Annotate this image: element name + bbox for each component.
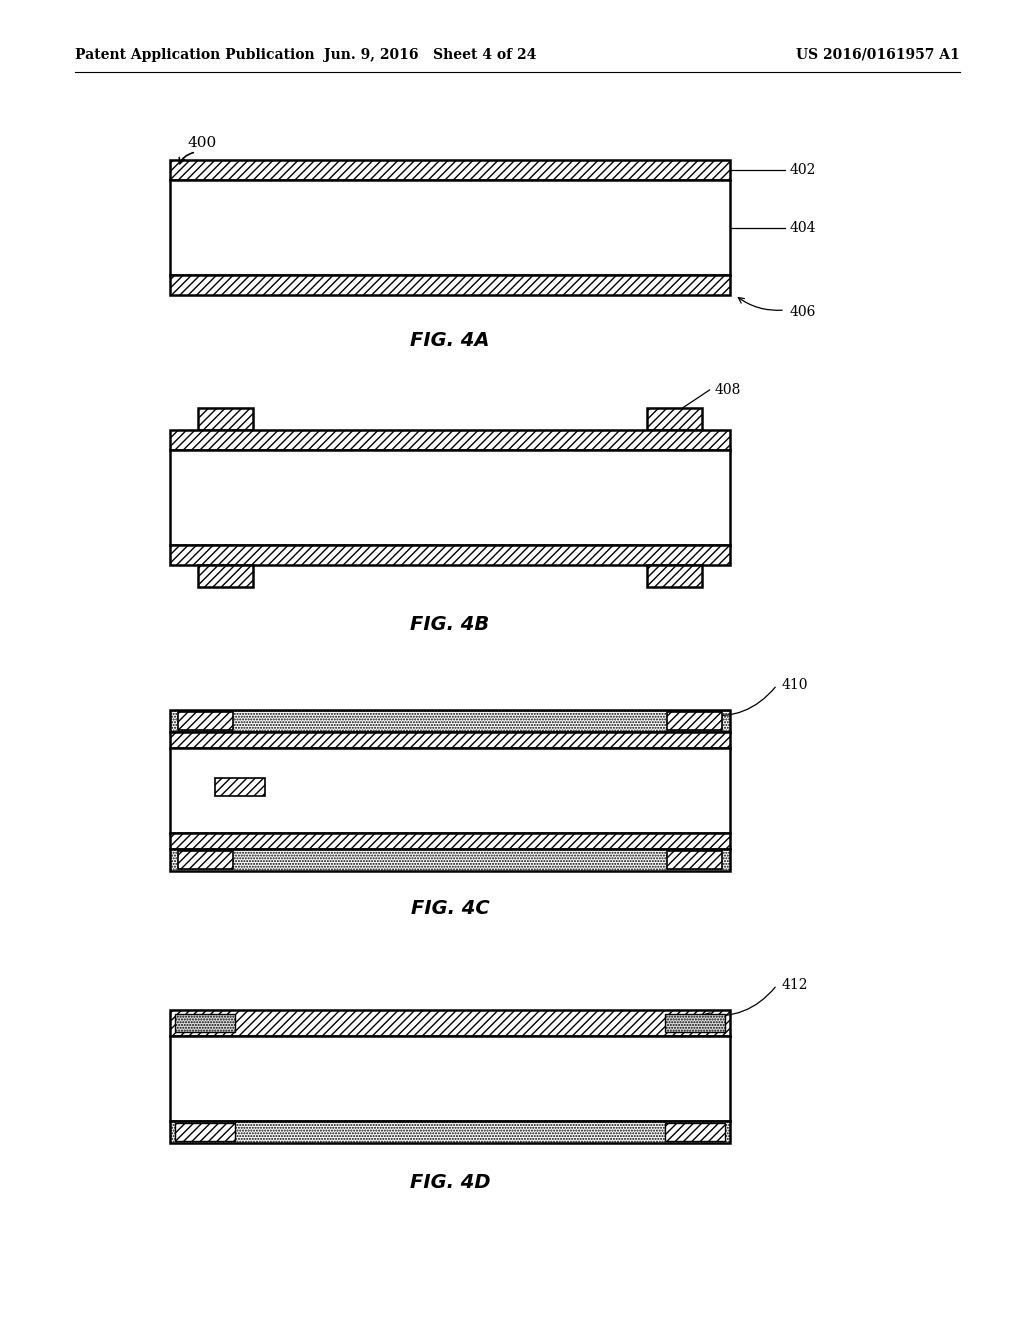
- Bar: [665, 1123, 725, 1140]
- Bar: [170, 1010, 730, 1036]
- Text: Patent Application Publication: Patent Application Publication: [75, 48, 314, 62]
- Bar: [170, 849, 730, 871]
- Text: Jun. 9, 2016   Sheet 4 of 24: Jun. 9, 2016 Sheet 4 of 24: [324, 48, 537, 62]
- Text: US 2016/0161957 A1: US 2016/0161957 A1: [797, 48, 961, 62]
- Bar: [647, 408, 702, 430]
- Bar: [170, 833, 730, 849]
- Text: 404: 404: [790, 220, 816, 235]
- Bar: [170, 160, 730, 180]
- Text: 408: 408: [715, 383, 741, 397]
- Bar: [647, 565, 702, 587]
- Text: 400: 400: [188, 136, 217, 150]
- Bar: [175, 1123, 234, 1140]
- Bar: [215, 777, 265, 796]
- Bar: [170, 748, 730, 833]
- Bar: [170, 1036, 730, 1121]
- Text: 410: 410: [782, 678, 809, 692]
- Bar: [667, 851, 722, 869]
- Bar: [665, 1014, 725, 1032]
- Text: FIG. 4C: FIG. 4C: [411, 899, 489, 919]
- Bar: [170, 450, 730, 545]
- Bar: [175, 1014, 234, 1032]
- Text: 402: 402: [790, 162, 816, 177]
- Text: FIG. 4B: FIG. 4B: [411, 615, 489, 635]
- Bar: [170, 430, 730, 450]
- Bar: [170, 710, 730, 733]
- Bar: [178, 851, 233, 869]
- Bar: [170, 180, 730, 275]
- Bar: [170, 545, 730, 565]
- Bar: [667, 711, 722, 730]
- Bar: [170, 1121, 730, 1143]
- Bar: [198, 408, 253, 430]
- Text: 406: 406: [790, 305, 816, 319]
- Bar: [178, 711, 233, 730]
- Bar: [198, 565, 253, 587]
- Bar: [170, 733, 730, 748]
- Text: FIG. 4A: FIG. 4A: [411, 330, 489, 350]
- Bar: [170, 275, 730, 294]
- Text: FIG. 4D: FIG. 4D: [410, 1173, 490, 1192]
- Text: 412: 412: [782, 978, 809, 993]
